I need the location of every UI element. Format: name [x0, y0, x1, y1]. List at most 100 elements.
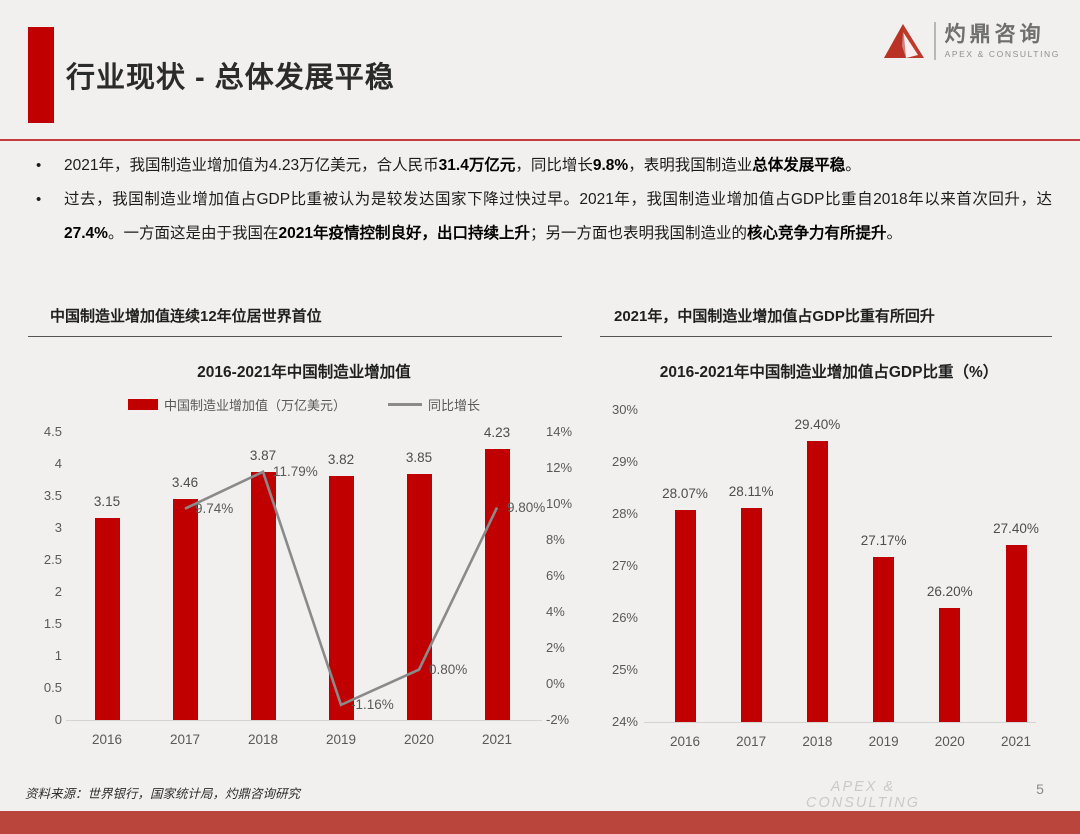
bullet-item: • 过去，我国制造业增加值占GDP比重被认为是较发达国家下降过快过早。2021年，…	[30, 183, 1052, 251]
y-axis-tick-label: 28%	[611, 506, 638, 521]
bullet-marker: •	[36, 157, 42, 174]
legend-bar-label: 中国制造业增加值（万亿美元）	[163, 398, 346, 413]
bar-2016	[674, 510, 696, 722]
x-axis-label: 2018	[247, 732, 279, 747]
bar-2017	[740, 508, 762, 722]
y-axis-tick-label: 3.5	[43, 488, 62, 503]
y-axis-tick-label: 4	[54, 456, 62, 471]
bar-2016	[94, 518, 120, 720]
y-axis-tick-label: 25%	[611, 662, 638, 677]
y-axis-tick-label: 4.5	[43, 424, 62, 439]
summary-bullets: • 2021年，我国制造业增加值为4.23万亿美元，合人民币31.4万亿元，同比增…	[30, 149, 1052, 251]
company-logo: 灼鼎咨询 APEX & CONSULTING	[882, 22, 1060, 60]
x-axis-label: 2021	[481, 732, 513, 747]
logo-subtitle: APEX & CONSULTING	[944, 48, 1060, 59]
left-chart-plot: 4.5 4 3.5 3 2.5 2 1.5 1 0.5 0 14% 12% 10% 8% 6% 4% 2% 0% -…	[28, 303, 580, 768]
bar-value-label: 28.11%	[728, 484, 774, 500]
left-section-underline	[28, 336, 562, 337]
bar-2020	[939, 607, 961, 722]
bar-value-label: 26.20%	[926, 583, 973, 599]
line-value-label: 0.80%	[429, 661, 468, 677]
y-axis-tick-label: 0.5	[43, 680, 62, 695]
y-axis-tick-label: 1	[54, 648, 62, 663]
right-chart-plot: 30% 29% 28% 27% 26% 25% 24% 2016 28.07% 2017 28.11…	[598, 303, 1060, 768]
left-chart-title: 2016-2021年中国制造业增加值	[197, 364, 411, 381]
bar-value-label: 4.23	[483, 425, 511, 441]
bottom-red-bar	[0, 811, 1080, 834]
bar-value-label: 27.40%	[993, 521, 1039, 537]
bar-value-label: 3.46	[171, 474, 199, 490]
bar-2018	[250, 472, 276, 720]
secondary-y-axis-tick-label: 8%	[546, 532, 565, 547]
legend-bar-swatch	[127, 399, 158, 410]
bar-2021	[484, 449, 510, 720]
x-axis-line	[644, 722, 1036, 723]
bullet-text: 2021年，我国制造业增加值为4.23万亿美元，合人民币31.4万亿元，同比增长…	[64, 157, 861, 174]
bar-2019	[873, 557, 895, 722]
bar-value-label: 3.85	[405, 449, 433, 465]
bar-2020	[406, 473, 432, 720]
chart-right-panel: 2021年，中国制造业增加值占GDP比重有所回升 2016-2021年中国制造业…	[598, 303, 1060, 768]
x-axis-label: 2020	[934, 734, 965, 749]
bar-value-label: 27.17%	[860, 533, 907, 549]
bar-value-label: 3.87	[249, 448, 277, 464]
x-axis-label: 2021	[1000, 734, 1032, 749]
bar-2021	[1005, 545, 1027, 722]
y-axis-tick-label: 29%	[611, 454, 638, 469]
x-axis-label: 2018	[802, 734, 833, 749]
secondary-y-axis-tick-label: 12%	[546, 460, 573, 475]
legend-line-label: 同比增长	[428, 398, 481, 413]
y-axis-tick-label: 2	[54, 584, 62, 599]
bar-value-label: 28.07%	[662, 486, 708, 502]
line-value-label: -1.16%	[351, 696, 394, 712]
page-number: 5	[1036, 781, 1044, 797]
logo-divider	[933, 22, 936, 60]
y-axis-tick-label: 3	[54, 520, 62, 535]
bar-2017	[172, 498, 198, 720]
left-chart-legend: 中国制造业增加值（万亿美元） 同比增长	[28, 395, 580, 414]
source-note: 资料来源：世界银行，国家统计局，灼鼎咨询研究	[25, 787, 301, 801]
y-axis-tick-label: 0	[54, 712, 62, 727]
page-title: 行业现状 - 总体发展平稳	[66, 62, 395, 94]
x-axis-label: 2019	[868, 734, 899, 749]
bar-value-label: 29.40%	[794, 417, 841, 433]
line-value-label: 9.74%	[195, 500, 234, 516]
secondary-y-axis-tick-label: 6%	[546, 568, 565, 583]
header-divider	[0, 139, 1080, 141]
x-axis-label: 2016	[91, 732, 123, 747]
x-axis-label: 2016	[669, 734, 701, 749]
chart-left-panel: 中国制造业增加值连续12年位居世界首位 2016-2021年中国制造业增加值 中…	[28, 303, 580, 768]
x-axis-label: 2017	[736, 734, 767, 749]
logo-name: 灼鼎咨询	[944, 22, 1045, 46]
secondary-y-axis-tick-label: 10%	[546, 496, 573, 511]
bar-value-label: 3.15	[93, 494, 121, 510]
bullet-text: 过去，我国制造业增加值占GDP比重被认为是较发达国家下降过快过早。2021年，我…	[64, 191, 1052, 242]
x-axis-line	[66, 720, 542, 721]
legend-line-swatch	[388, 403, 422, 406]
y-axis-tick-label: 26%	[611, 610, 638, 625]
y-axis-tick-label: 27%	[611, 558, 638, 573]
y-axis-tick-label: 24%	[611, 714, 638, 729]
right-section-header: 2021年，中国制造业增加值占GDP比重有所回升	[614, 308, 935, 325]
y-axis-tick-label: 2.5	[43, 552, 62, 567]
y-axis-tick-label: 1.5	[43, 616, 62, 631]
bullet-marker: •	[36, 191, 42, 208]
secondary-y-axis-tick-label: 0%	[546, 676, 565, 691]
bullet-item: • 2021年，我国制造业增加值为4.23万亿美元，合人民币31.4万亿元，同比增…	[30, 149, 1052, 183]
x-axis-label: 2019	[325, 732, 357, 747]
secondary-y-axis-tick-label: 14%	[546, 424, 573, 439]
right-section-underline	[600, 336, 1052, 337]
line-value-label: 9.80%	[507, 499, 546, 515]
secondary-y-axis-tick-label: 2%	[546, 640, 565, 655]
x-axis-label: 2020	[403, 732, 435, 747]
y-axis-tick-label: 30%	[611, 402, 638, 417]
left-section-header: 中国制造业增加值连续12年位居世界首位	[50, 308, 322, 325]
bar-2019	[328, 475, 354, 720]
secondary-y-axis-tick-label: -2%	[546, 712, 570, 727]
secondary-y-axis-tick-label: 4%	[546, 604, 565, 619]
x-axis-label: 2017	[169, 732, 201, 747]
logo-triangle-icon	[883, 24, 924, 58]
bar-2018	[806, 441, 828, 722]
title-accent-bar	[28, 27, 54, 123]
